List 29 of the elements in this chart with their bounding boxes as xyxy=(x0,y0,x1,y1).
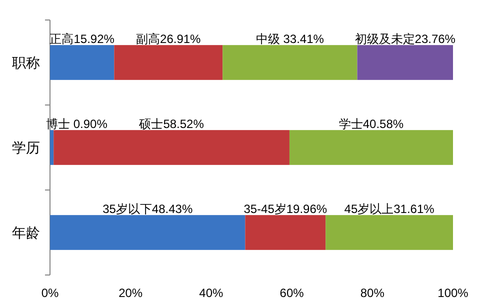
data-label: 35岁以下48.43% xyxy=(102,202,193,216)
data-label: 45岁以上31.61% xyxy=(344,202,435,216)
x-tick-label: 40% xyxy=(199,286,224,300)
x-tick-label: 100% xyxy=(438,286,469,300)
bar xyxy=(245,215,326,250)
data-label: 硕士58.52% xyxy=(138,117,204,132)
x-tick-label: 60% xyxy=(280,286,304,300)
bar xyxy=(326,215,453,250)
data-label: 学士40.58% xyxy=(338,117,404,132)
data-label: 副高26.91% xyxy=(136,32,202,46)
bar xyxy=(114,45,223,80)
data-label: 博士 0.90% xyxy=(46,117,108,132)
data-label: 初级及未定23.76% xyxy=(354,32,456,46)
y-tick-label: 年龄 xyxy=(12,224,40,240)
data-label: 35-45岁19.96% xyxy=(244,202,328,216)
bar xyxy=(54,130,290,165)
bar xyxy=(289,130,453,165)
bar xyxy=(50,215,246,250)
x-tick-label: 80% xyxy=(360,286,385,300)
bar xyxy=(50,45,114,80)
y-tick-label: 职称 xyxy=(12,54,40,70)
x-tick-label: 0% xyxy=(41,286,59,300)
bar xyxy=(222,45,358,80)
bar xyxy=(357,45,453,80)
y-tick-label: 学历 xyxy=(12,140,40,156)
bar xyxy=(50,130,54,165)
data-label: 中级 33.41% xyxy=(256,32,324,46)
x-tick-label: 20% xyxy=(118,286,143,300)
data-label: 正高15.92% xyxy=(50,32,115,46)
